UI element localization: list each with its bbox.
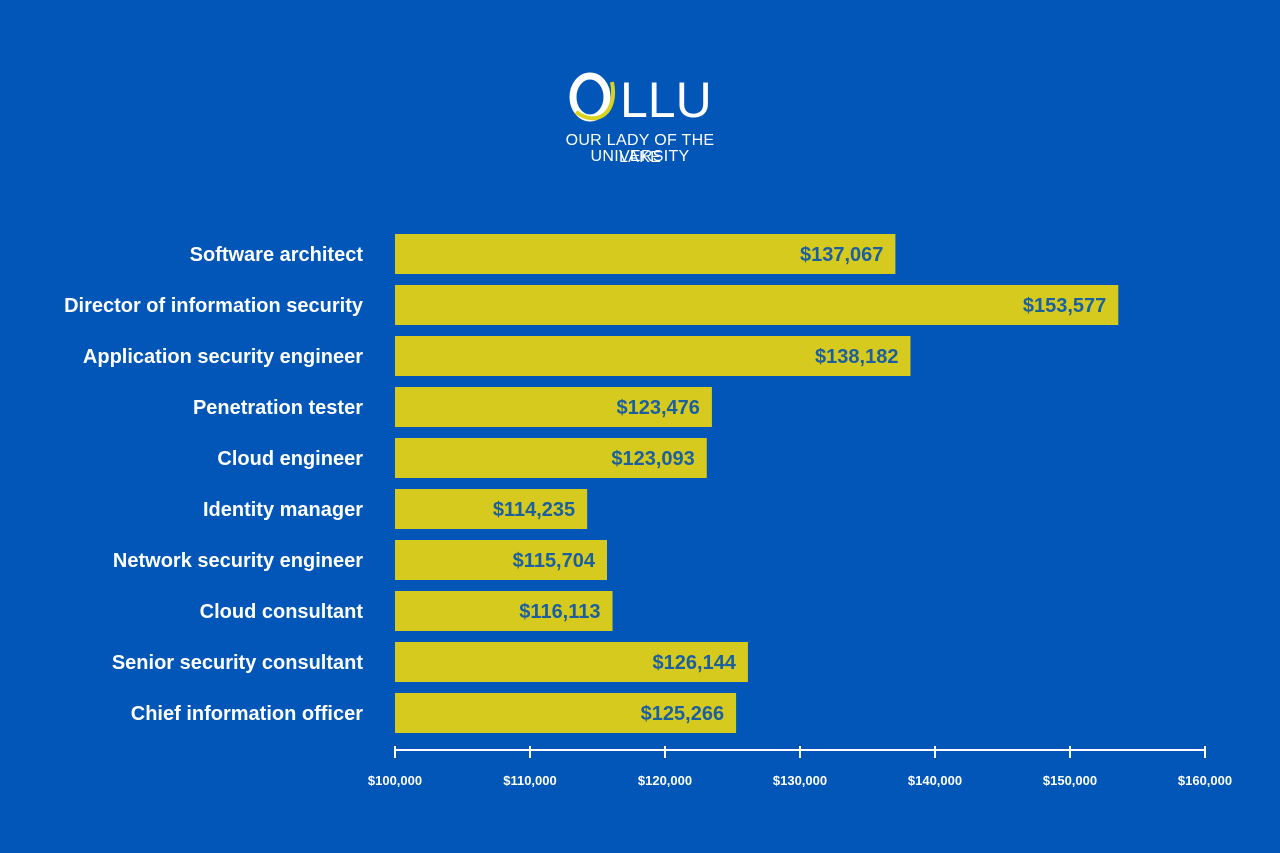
value-label: $114,235 bbox=[493, 499, 575, 521]
bar bbox=[395, 234, 896, 274]
bar bbox=[395, 489, 588, 529]
category-label: Director of information security bbox=[64, 295, 364, 317]
bar bbox=[395, 336, 911, 376]
ollu-logo-letters: LLU bbox=[620, 72, 712, 128]
bar bbox=[395, 591, 613, 631]
category-label: Cloud engineer bbox=[217, 448, 363, 470]
value-label: $138,182 bbox=[815, 346, 898, 368]
x-tick-label: $130,000 bbox=[773, 773, 827, 788]
category-label: Senior security consultant bbox=[112, 652, 364, 674]
value-label: $115,704 bbox=[513, 550, 596, 572]
category-label: Application security engineer bbox=[83, 346, 363, 368]
ollu-logo-mark: LLU bbox=[569, 72, 712, 128]
x-tick-label: $100,000 bbox=[368, 773, 422, 788]
x-tick-label: $120,000 bbox=[638, 773, 692, 788]
value-label: $126,144 bbox=[653, 652, 737, 674]
category-label: Software architect bbox=[190, 244, 364, 266]
bar bbox=[395, 438, 707, 478]
bar bbox=[395, 642, 748, 682]
x-tick-label: $150,000 bbox=[1043, 773, 1097, 788]
bar bbox=[395, 387, 712, 427]
logo-name-line2: UNIVERSITY bbox=[590, 148, 690, 165]
bar bbox=[395, 540, 608, 580]
bar bbox=[395, 285, 1119, 325]
value-label: $123,093 bbox=[611, 448, 694, 470]
x-tick-label: $160,000 bbox=[1178, 773, 1232, 788]
category-label: Cloud consultant bbox=[200, 601, 364, 623]
category-label: Network security engineer bbox=[113, 550, 363, 572]
x-tick-label: $140,000 bbox=[908, 773, 962, 788]
value-label: $123,476 bbox=[617, 397, 700, 419]
category-label: Chief information officer bbox=[131, 703, 363, 725]
value-label: $116,113 bbox=[519, 601, 600, 623]
bar bbox=[395, 693, 737, 733]
category-label: Penetration tester bbox=[193, 397, 363, 419]
value-label: $137,067 bbox=[800, 244, 883, 266]
value-label: $125,266 bbox=[641, 703, 724, 725]
value-label: $153,577 bbox=[1023, 295, 1106, 317]
ollu-logo: LLU OUR LADY OF THE LAKE UNIVERSITY bbox=[560, 72, 720, 168]
x-tick-label: $110,000 bbox=[503, 773, 557, 788]
logo-name-line1: OUR LADY OF THE LAKE bbox=[565, 132, 715, 166]
category-label: Identity manager bbox=[203, 499, 363, 521]
